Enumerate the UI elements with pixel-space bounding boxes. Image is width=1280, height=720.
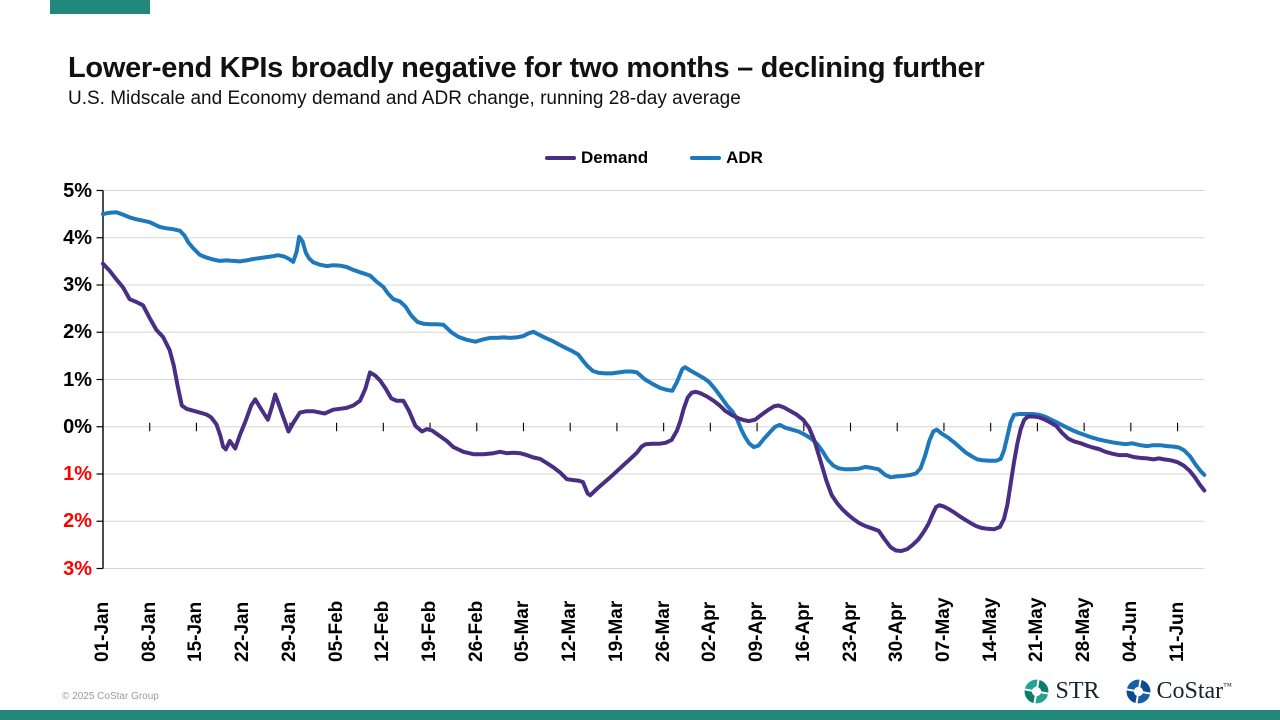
page-subtitle: U.S. Midscale and Economy demand and ADR… [68,88,741,109]
adr-line [101,210,1207,480]
x-axis-label: 19-Mar [605,600,627,662]
x-axis-label: 11-Jun [1166,601,1188,662]
x-axis-label: 12-Mar [559,600,581,662]
costar-logo-text: CoStar™ [1156,678,1233,704]
y-axis-label: 2% [63,510,92,533]
y-axis-label: 1% [63,463,92,485]
chart-legend: Demand ADR [103,148,1205,168]
str-pinwheel-icon [1025,679,1049,704]
x-axis-label: 16-Apr [792,601,814,662]
costar-pinwheel-icon [1126,679,1150,704]
x-axis-label: 09-Apr [746,601,768,662]
x-axis-label: 26-Mar [652,600,674,662]
x-axis-label: 07-May [932,597,954,662]
y-axis-label: 0% [63,415,92,438]
legend-item-adr: ADR [690,148,763,168]
demand-line [101,261,1207,553]
trademark-symbol: ™ [1223,681,1232,691]
legend-label-adr: ADR [726,148,763,167]
x-axis-label: 04-Jun [1119,600,1141,662]
x-axis-label: 19-Feb [419,600,441,662]
x-axis-label: 14-May [979,597,1001,662]
y-axis-label: 2% [63,321,92,344]
x-axis-label: 28-May [1073,597,1095,662]
x-axis-label: 01-Jan [92,601,113,662]
x-axis-label: 22-Jan [232,601,254,662]
x-axis-label: 30-Apr [886,601,908,662]
y-axis-label: 3% [63,557,92,580]
demand-line-swatch [545,156,577,160]
x-axis-label: 05-Mar [512,600,534,662]
x-axis-label: 29-Jan [278,601,300,662]
y-axis-label: 5% [63,179,92,202]
copyright-text: © 2025 CoStar Group [62,691,159,702]
x-axis-label: 02-Apr [699,601,721,662]
str-logo: STR [1024,678,1100,705]
x-axis-label: 08-Jan [138,601,160,662]
x-axis-label: 12-Feb [372,600,394,662]
accent-bar-bottom [0,710,1280,720]
str-logo-text: STR [1055,678,1100,704]
y-axis-label: 4% [63,226,92,249]
x-axis-label: 26-Feb [465,600,487,662]
page-title: Lower-end KPIs broadly negative for two … [68,52,985,84]
x-axis-label: 21-May [1026,597,1048,662]
costar-logo: CoStar™ [1126,678,1233,705]
adr-line-swatch [690,156,722,160]
x-axis-label: 23-Apr [839,601,861,662]
legend-item-demand: Demand [545,148,648,168]
y-axis-label: 3% [63,274,92,296]
accent-bar-top [50,0,150,14]
x-axis-label: 05-Feb [325,600,347,662]
x-axis-label: 15-Jan [185,601,207,662]
legend-label-demand: Demand [581,148,649,167]
footer-logos: STR CoStar™ [1024,678,1232,705]
y-axis-label: 1% [63,368,92,391]
